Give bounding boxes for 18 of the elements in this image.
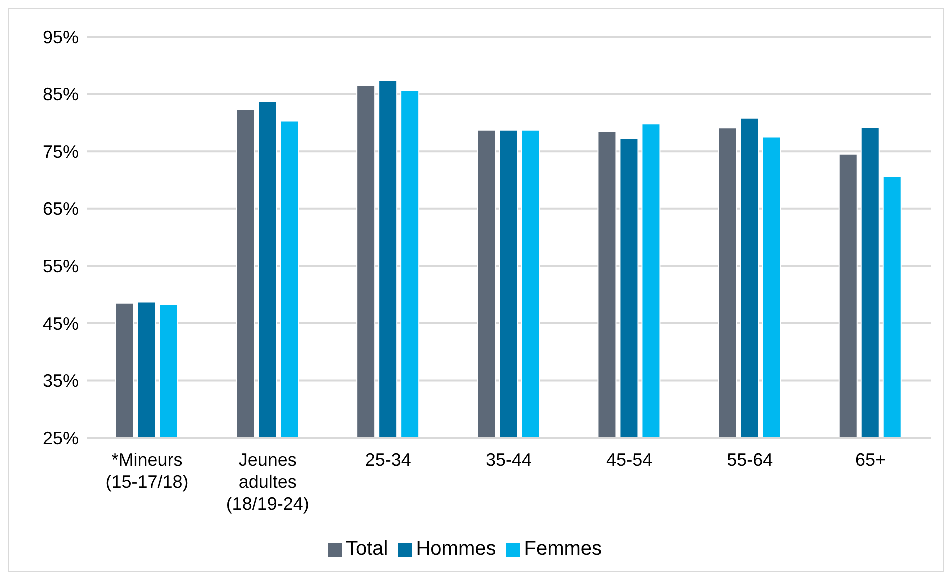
legend-label: Femmes xyxy=(524,538,602,560)
y-tick-label: 45% xyxy=(42,314,79,334)
y-tick-label: 65% xyxy=(42,199,79,220)
y-tick-label: 85% xyxy=(42,84,79,105)
x-tick-label: 35-44 xyxy=(486,450,532,470)
y-tick-label: 75% xyxy=(42,142,79,162)
y-tick-label: 35% xyxy=(42,371,79,392)
x-tick-label: 55-64 xyxy=(727,450,774,470)
x-tick-label: 65+ xyxy=(855,450,886,470)
x-tick-label: Jeunes adultes (18/19-24) xyxy=(226,450,310,514)
legend-label: Hommes xyxy=(416,538,496,560)
x-tick-label: 45-54 xyxy=(606,450,653,470)
y-tick-label: 95% xyxy=(42,27,79,48)
x-tick-label: 25-34 xyxy=(365,450,412,470)
y-tick-label: 25% xyxy=(42,428,79,448)
legend-label: Total xyxy=(346,538,388,560)
x-tick-label: *Mineurs (15-17/18) xyxy=(106,450,189,492)
y-tick-label: 55% xyxy=(42,256,79,277)
